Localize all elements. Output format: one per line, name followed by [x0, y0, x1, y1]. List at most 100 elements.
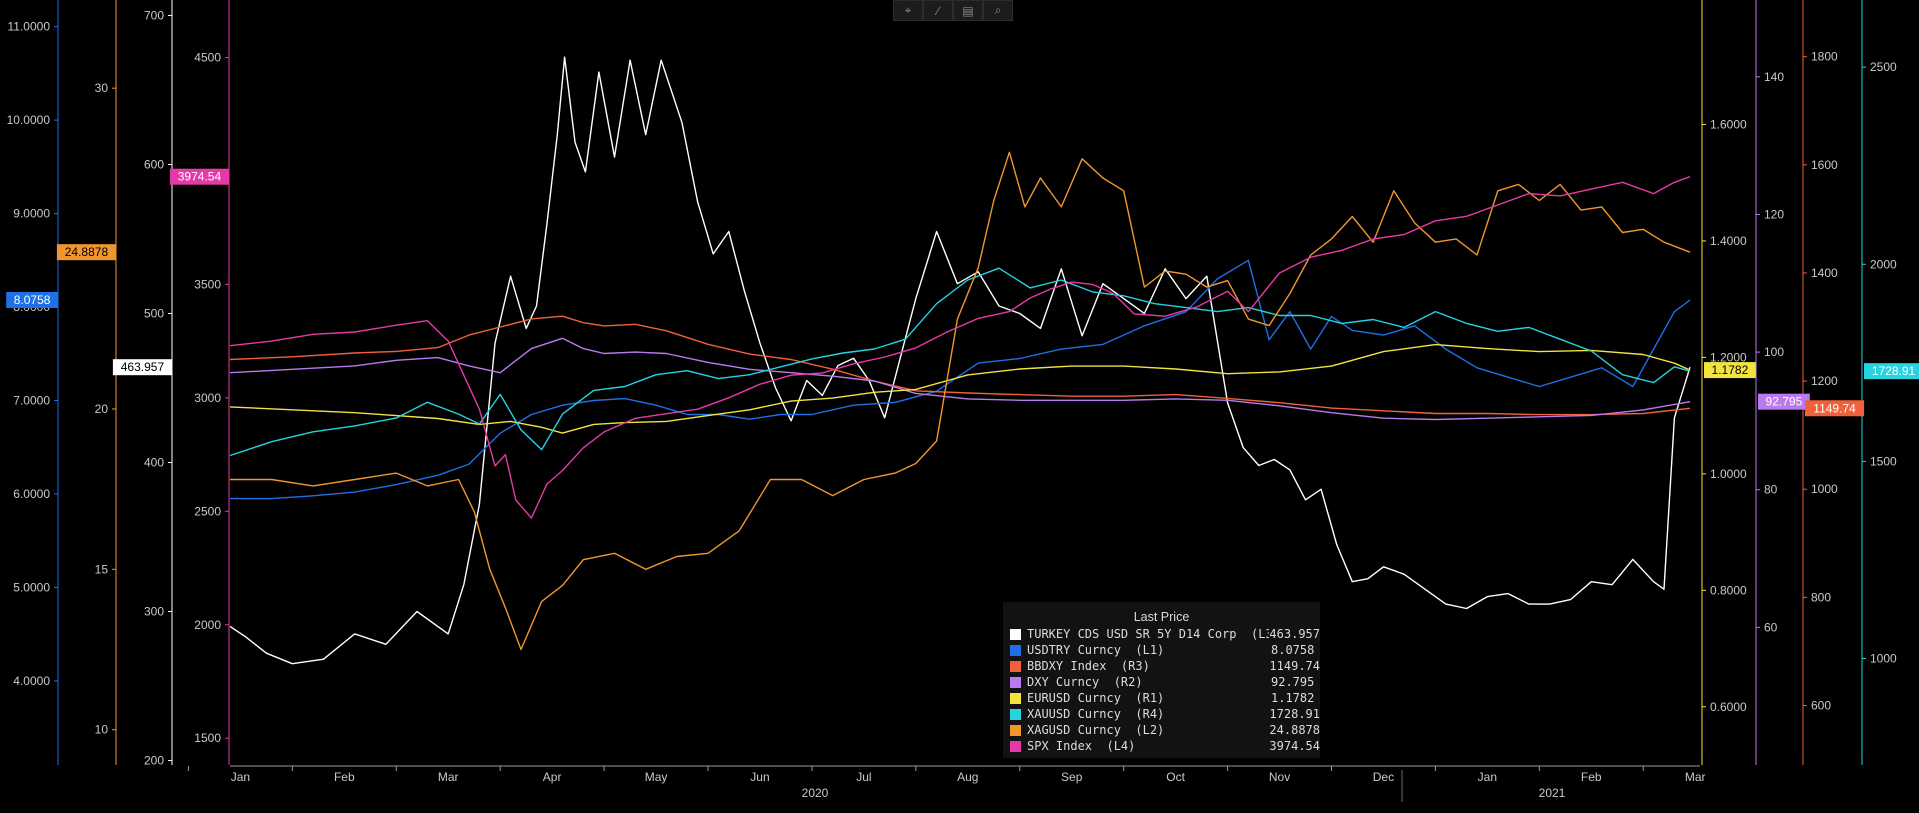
axis-tick-label: 500 — [144, 306, 164, 320]
legend-item[interactable]: TURKEY CDS USD SR 5Y D14 Corp (L3) 463.9… — [1003, 626, 1320, 642]
axis-tick-label: 11.0000 — [8, 20, 51, 34]
x-axis-month-label: Jan — [1478, 770, 1497, 784]
legend-item[interactable]: XAGUSD Curncy (L2) 24.8878 — [1003, 722, 1320, 738]
x-axis-month-label: Feb — [334, 770, 355, 784]
axis-tick-label: 1600 — [1811, 158, 1838, 172]
x-axis-month-label: Mar — [438, 770, 459, 784]
x-axis-month-label: Feb — [1581, 770, 1602, 784]
legend-series-name: EURUSD Curncy (R1) — [1027, 691, 1165, 705]
axis-tick-label: 1000 — [1811, 482, 1838, 496]
axis-tick-label: 9.0000 — [13, 207, 50, 221]
legend-item[interactable]: EURUSD Curncy (R1) 1.1782 — [1003, 690, 1320, 706]
axis-tick-label: 1.6000 — [1710, 117, 1747, 131]
last-value-tag — [112, 359, 172, 376]
axis-tick-label: 5.0000 — [13, 580, 50, 594]
legend-swatch — [1010, 740, 1021, 752]
legend-series-name: USDTRY Curncy (L1) — [1027, 643, 1165, 657]
legend-item[interactable]: SPX Index (L4) 3974.54 — [1003, 738, 1320, 754]
x-axis-month-label: May — [645, 770, 668, 784]
legend-item[interactable]: USDTRY Curncy (L1) 8.0758 — [1003, 642, 1320, 658]
axis-tick-label: 2000 — [1870, 257, 1897, 271]
legend-swatch — [1010, 660, 1021, 672]
axis-tick-label: 3500 — [194, 277, 221, 291]
series-line-l3 — [229, 56, 1691, 665]
axis-tick-label: 1500 — [194, 731, 221, 745]
last-value-tag — [1758, 393, 1810, 410]
legend-item[interactable]: BBDXY Index (R3) 1149.74 — [1003, 658, 1320, 674]
legend-series-value: 3974.54 — [1269, 739, 1320, 753]
last-value-tag — [1864, 363, 1919, 380]
axis-tick-label: 700 — [144, 8, 164, 22]
legend-series-value: 1149.74 — [1269, 659, 1320, 673]
series-line-r4 — [229, 267, 1691, 457]
legend-series-name: XAUUSD Curncy (R4) — [1027, 707, 1165, 721]
last-value-tag — [169, 168, 229, 185]
series-line-l1 — [230, 259, 1691, 500]
x-axis-month-label: Jun — [750, 770, 769, 784]
x-axis-month-label: Aug — [957, 770, 978, 784]
series-line-l4 — [229, 176, 1691, 519]
axis-tick-label: 1.2000 — [1710, 350, 1747, 364]
axis-tick-label: 60 — [1764, 620, 1778, 634]
x-axis-month-label: Apr — [543, 770, 562, 784]
axis-tick-label: 4.0000 — [13, 674, 50, 688]
last-value-label: 24.8878 — [65, 245, 109, 259]
axis-tick-label: 6.0000 — [13, 487, 50, 501]
legend-item[interactable]: DXY Curncy (R2) 92.795 — [1003, 674, 1320, 690]
last-value-label: 1.1782 — [1712, 363, 1749, 377]
last-value-tag — [56, 244, 116, 261]
axis-tick-label: 140 — [1764, 70, 1784, 84]
legend-item[interactable]: XAUUSD Curncy (R4) 1728.91 — [1003, 706, 1320, 722]
draw-icon[interactable]: ∕ — [923, 0, 953, 21]
axis-tick-label: 3000 — [194, 391, 221, 405]
series-line-l2 — [230, 151, 1691, 651]
axis-tick-label: 1.0000 — [1710, 467, 1747, 481]
axis-tick-label: 10.0000 — [7, 113, 51, 127]
axis-tick-label: 20 — [95, 402, 109, 416]
last-value-label: 92.795 — [1766, 395, 1803, 409]
x-axis-year-label: 2020 — [802, 786, 829, 800]
zoom-icon[interactable]: ⌕ — [983, 0, 1013, 21]
axis-tick-label: 200 — [144, 754, 164, 768]
legend-series-name: SPX Index (L4) — [1027, 739, 1136, 753]
legend-swatch — [1010, 644, 1021, 656]
axis-tick-label: 15 — [95, 562, 109, 576]
table-icon[interactable]: ▤ — [953, 0, 983, 21]
last-value-tag — [1805, 400, 1865, 417]
x-axis-month-label: Mar — [1685, 770, 1706, 784]
legend: Last Price TURKEY CDS USD SR 5Y D14 Corp… — [1003, 602, 1320, 758]
legend-series-value: 1.1782 — [1271, 691, 1315, 705]
axis-tick-label: 10 — [95, 723, 109, 737]
axis-tick-label: 1000 — [1870, 652, 1897, 666]
legend-series-value: 92.795 — [1271, 675, 1315, 689]
last-value-label: 1149.74 — [1813, 401, 1856, 415]
axis-tick-label: 600 — [1811, 699, 1831, 713]
x-axis-month-label: Oct — [1166, 770, 1185, 784]
axis-tick-label: 120 — [1764, 207, 1784, 221]
axis-tick-label: 400 — [144, 455, 164, 469]
legend-swatch — [1010, 676, 1021, 688]
legend-series-name: DXY Curncy (R2) — [1027, 675, 1143, 689]
series-line-r3 — [229, 315, 1691, 416]
legend-swatch — [1010, 708, 1021, 720]
legend-series-value: 463.957 — [1269, 627, 1320, 641]
legend-title: Last Price — [1133, 610, 1190, 624]
x-axis-month-label: Sep — [1061, 770, 1083, 784]
x-axis-year-label: 2021 — [1539, 786, 1566, 800]
legend-swatch — [1010, 692, 1021, 704]
last-value-label: 1728.91 — [1872, 364, 1916, 378]
chart-toolbar: ⌖ ∕ ▤ ⌕ — [893, 0, 1013, 21]
last-value-tag — [1704, 362, 1756, 379]
axis-tick-label: 2500 — [194, 504, 221, 518]
axis-tick-label: 100 — [1764, 345, 1784, 359]
x-axis-month-label: Nov — [1269, 770, 1290, 784]
axis-tick-label: 600 — [144, 157, 164, 171]
legend-series-name: TURKEY CDS USD SR 5Y D14 Corp (L3) — [1027, 627, 1270, 641]
axis-tick-label: 0.6000 — [1710, 700, 1747, 714]
axis-tick-label: 7.0000 — [13, 394, 50, 408]
axis-tick-label: 800 — [1811, 590, 1831, 604]
axis-tick-label: 2500 — [1870, 60, 1897, 74]
crosshair-icon[interactable]: ⌖ — [893, 0, 923, 21]
axis-tick-label: 1500 — [1870, 454, 1897, 468]
